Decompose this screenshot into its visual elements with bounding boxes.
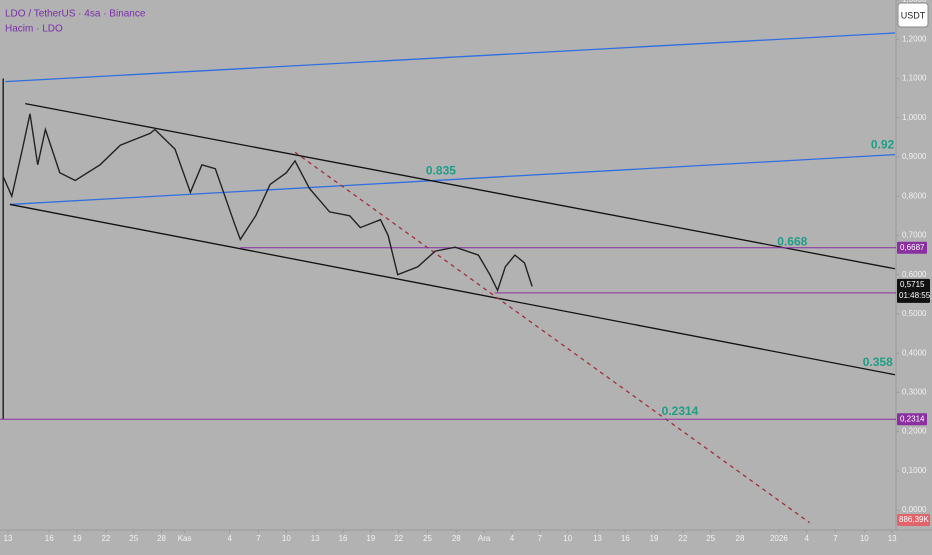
x-tick-label: 13 — [593, 534, 602, 543]
trend-line — [9, 203, 896, 376]
x-tick-label: 7 — [833, 534, 838, 543]
annotation: 0.668 — [777, 235, 807, 249]
y-tick-label: 0,6000 — [902, 270, 927, 279]
level-tag — [897, 413, 927, 426]
y-tick-label: 0,3000 — [902, 387, 927, 396]
y-tick-label: 0,2000 — [902, 427, 927, 436]
level-tag-label: 0,2314 — [900, 414, 925, 423]
y-tick-label: 1,1000 — [902, 74, 927, 83]
x-tick-label: 4 — [804, 534, 809, 543]
x-tick-label: 28 — [736, 534, 745, 543]
x-tick-label: 25 — [423, 534, 432, 543]
volume-tag-label: 886,39K — [899, 515, 929, 524]
annotation: 0.92 — [871, 137, 895, 151]
x-tick-label: 13 — [888, 534, 897, 543]
y-tick-label: 0,8000 — [902, 191, 927, 200]
plot: 0.835 0.92 0.668 0.358 0.2314 — [0, 32, 896, 524]
trend-line — [9, 153, 896, 206]
price-tag — [897, 278, 930, 303]
currency-button-label[interactable]: USDT — [901, 10, 926, 20]
x-tick-label: 7 — [538, 534, 543, 543]
x-tick-label: 4 — [510, 534, 515, 543]
price-line — [2, 113, 533, 293]
x-tick-label: 13 — [311, 534, 320, 543]
x-tick-label: 2026 — [770, 534, 788, 543]
x-tick-label: 25 — [706, 534, 715, 543]
level-tag — [897, 241, 927, 254]
trend-line — [25, 102, 896, 270]
trend-line — [5, 32, 896, 83]
countdown-label: 01:48:55 — [899, 291, 931, 300]
price-tag-label: 0,5715 — [900, 280, 925, 289]
x-tick-label: 22 — [394, 534, 403, 543]
symbol-title: LDO / TetherUS · 4sa · Binance — [5, 9, 146, 20]
x-tick-label: 22 — [678, 534, 687, 543]
y-tick-label: 0,5000 — [902, 309, 927, 318]
y-tick-label: 0,0000 — [902, 505, 927, 514]
x-tick-label: 19 — [73, 534, 82, 543]
y-tick-label: 0,7000 — [902, 231, 927, 240]
y-tick-label: 1,0000 — [902, 113, 927, 122]
x-tick-label: 22 — [101, 534, 110, 543]
x-tick-label: 7 — [256, 534, 261, 543]
annotation: 0.358 — [863, 355, 893, 369]
y-tick-label: 1,3000 — [902, 0, 927, 4]
volume-tag — [897, 514, 930, 526]
annotation: 0.835 — [426, 164, 456, 178]
x-tick-label: 13 — [4, 534, 13, 543]
y-tick-label: 1,2000 — [902, 34, 927, 43]
x-tick-label: 10 — [860, 534, 869, 543]
currency-button[interactable] — [897, 2, 929, 28]
x-tick-label: 28 — [157, 534, 166, 543]
x-tick-label: 28 — [452, 534, 461, 543]
y-tick-label: 0,4000 — [902, 348, 927, 357]
x-tick-label: 10 — [563, 534, 572, 543]
x-tick-label: 16 — [621, 534, 630, 543]
volume-title: Hacim · LDO — [5, 24, 63, 35]
x-tick-label: 19 — [650, 534, 659, 543]
x-tick-label: Kas — [178, 534, 192, 543]
x-tick-label: 19 — [366, 534, 375, 543]
y-tick-label: 0,9000 — [902, 152, 927, 161]
x-tick-label: 4 — [228, 534, 233, 543]
x-tick-label: Ara — [478, 534, 491, 543]
annotation: 0.2314 — [662, 404, 699, 418]
x-tick-label: 10 — [282, 534, 291, 543]
x-tick-label: 16 — [339, 534, 348, 543]
y-tick-label: 0,1000 — [902, 466, 927, 475]
trend-line — [294, 151, 810, 524]
level-tag-label: 0,6687 — [900, 243, 925, 252]
x-tick-label: 16 — [45, 534, 54, 543]
x-tick-label: 25 — [129, 534, 138, 543]
